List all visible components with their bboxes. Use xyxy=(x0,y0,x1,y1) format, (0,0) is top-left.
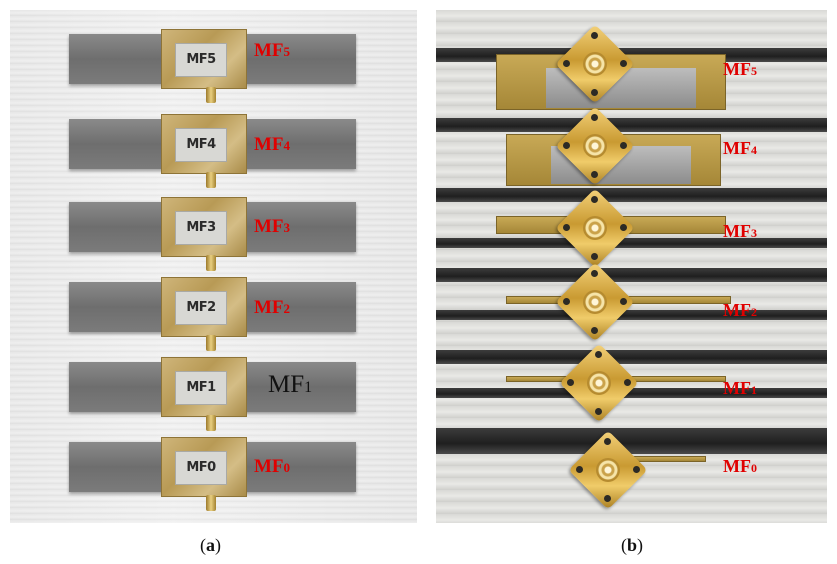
label-mf5: MF5 xyxy=(254,40,291,61)
antenna-strip-mf0: MF0 xyxy=(69,437,356,511)
antenna-strip-edge xyxy=(436,118,827,132)
antenna-strip-edge xyxy=(436,310,827,320)
label-mf0: MF0 xyxy=(723,456,757,476)
handwritten-tag: MF2 xyxy=(175,291,227,325)
label-mf5: MF5 xyxy=(723,59,757,79)
label-mf1: MF1 xyxy=(268,371,313,398)
brass-patch: MF4 xyxy=(161,114,247,174)
handwritten-tag: MF4 xyxy=(175,128,227,162)
antenna-strip-edge xyxy=(436,238,827,248)
connector-pin xyxy=(206,255,216,271)
brass-patch: MF5 xyxy=(161,29,247,89)
connector-pin xyxy=(206,415,216,431)
antenna-strip-mf5: MF5 xyxy=(69,29,356,103)
sma-connector-icon xyxy=(555,188,635,268)
label-mf2: MF2 xyxy=(254,297,291,318)
antenna-strip-edge xyxy=(436,388,827,398)
caption-a: (a) xyxy=(200,535,221,555)
brass-patch: MF2 xyxy=(161,277,247,337)
label-mf2: MF2 xyxy=(723,300,757,320)
photo-panel-a: MF5 MF5 MF4 MF4 MF3 MF3 MF2 MF2 MF1 MF1 xyxy=(10,10,417,523)
connector-pin xyxy=(206,87,216,103)
connector-pin xyxy=(206,172,216,188)
label-mf1: MF1 xyxy=(723,378,757,398)
handwritten-tag: MF1 xyxy=(175,371,227,405)
label-mf4: MF4 xyxy=(254,134,291,155)
brass-patch: MF1 xyxy=(161,357,247,417)
antenna-strip-edge xyxy=(436,428,827,454)
connector-pin xyxy=(206,495,216,511)
antenna-strip-edge xyxy=(436,268,827,282)
sma-connector-icon xyxy=(555,262,635,342)
antenna-strip-mf3: MF3 xyxy=(69,197,356,271)
antenna-strip-mf4: MF4 xyxy=(69,114,356,188)
caption-b: (b) xyxy=(621,535,644,555)
antenna-strip-mf1: MF1 xyxy=(69,357,356,431)
label-mf0: MF0 xyxy=(254,456,291,477)
connector-pin xyxy=(206,335,216,351)
sma-connector-icon xyxy=(559,343,639,423)
handwritten-tag: MF5 xyxy=(175,43,227,77)
photo-panel-b: MF5 MF4 MF3 MF2 MF1 MF0 xyxy=(436,10,827,523)
antenna-strip-edge xyxy=(436,350,827,364)
handwritten-tag: MF3 xyxy=(175,211,227,245)
brass-patch: MF0 xyxy=(161,437,247,497)
label-mf3: MF3 xyxy=(254,216,291,237)
label-mf3: MF3 xyxy=(723,221,757,241)
handwritten-tag: MF0 xyxy=(175,451,227,485)
antenna-strip-mf2: MF2 xyxy=(69,277,356,351)
label-mf4: MF4 xyxy=(723,138,757,158)
antenna-strip-edge xyxy=(436,188,827,202)
sma-connector-icon xyxy=(568,430,648,510)
sma-connector-icon xyxy=(555,24,635,104)
brass-patch: MF3 xyxy=(161,197,247,257)
sma-connector-icon xyxy=(555,106,635,186)
